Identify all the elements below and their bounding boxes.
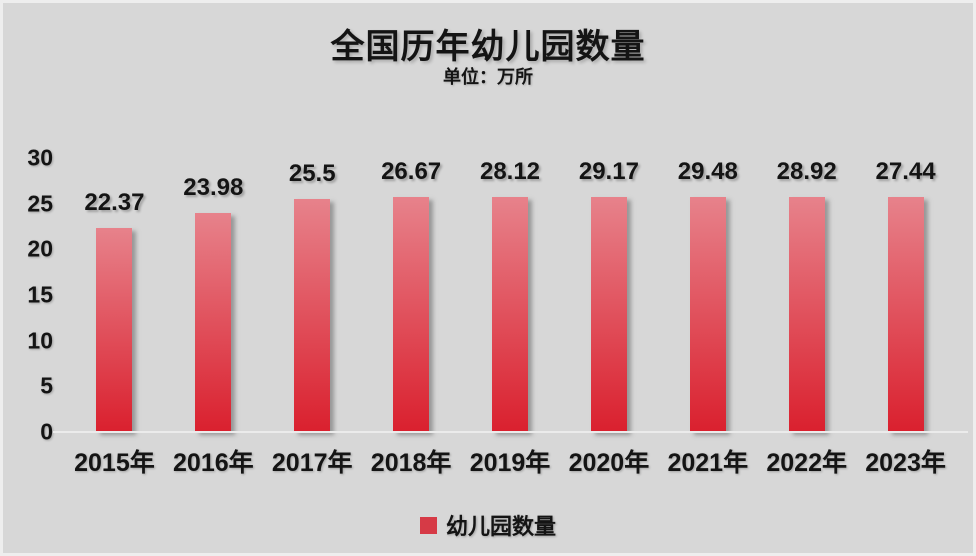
x-tick-label: 2018年	[370, 449, 452, 477]
x-tick-label: 2015年	[74, 449, 155, 477]
legend-label: 幼儿园数量	[445, 514, 556, 539]
plot-area: 22.37 23.98 25.5 26.67 28.12 29.17 29.48 28.92 2…	[65, 158, 955, 432]
bar-value-label: 29.48	[677, 158, 738, 185]
x-tick-label: 2020年	[568, 449, 650, 477]
legend-swatch	[419, 516, 437, 534]
bar-value-label: 29.17	[578, 158, 639, 185]
bar	[689, 197, 726, 432]
bar-value-label: 26.67	[381, 158, 442, 185]
x-axis-labels: 2015年 2016年 2017年 2018年 2019年 2020年 2021年 2022年…	[65, 443, 955, 479]
bar-group: 26.67	[362, 158, 461, 432]
bar	[294, 199, 331, 432]
bar-group: 23.98	[164, 158, 263, 432]
bar	[492, 197, 528, 432]
legend: 幼儿园数量	[3, 509, 973, 541]
bar-group: 25.5	[263, 158, 362, 432]
y-tick-label: 30	[27, 144, 53, 171]
bar-group: 29.48	[658, 158, 757, 432]
x-tick-label: 2017年	[271, 449, 353, 477]
y-tick-label: 25	[27, 190, 53, 217]
bar	[788, 197, 825, 432]
x-tick-label: 2016年	[173, 449, 254, 477]
bar	[195, 212, 232, 432]
bar-value-label: 28.92	[776, 158, 837, 185]
bar-group: 22.37	[65, 158, 164, 432]
bar	[96, 227, 133, 432]
bar-value-label: 22.37	[84, 188, 145, 216]
bar-group: 29.17	[559, 158, 658, 432]
chart-title: 全国历年幼儿园数量	[330, 28, 646, 66]
y-tick-label: 5	[40, 372, 53, 399]
x-tick-label: 2021年	[667, 449, 749, 477]
x-tick-label: 2023年	[865, 449, 946, 477]
bar	[887, 197, 924, 432]
y-tick-label: 20	[27, 235, 53, 262]
bar	[590, 197, 627, 432]
bar-value-label: 25.5	[288, 160, 336, 188]
bar-value-label: 28.12	[479, 158, 541, 185]
y-tick-label: 0	[40, 418, 53, 445]
bar-group: 27.44	[856, 158, 955, 432]
x-tick-label: 2022年	[766, 449, 847, 477]
chart-subtitle: 单位：万所	[443, 67, 533, 87]
bar-value-label: 27.44	[875, 158, 936, 185]
bar-value-label: 23.98	[183, 173, 244, 201]
x-axis-line	[53, 431, 968, 433]
bar-group: 28.12	[461, 158, 560, 432]
x-tick-label: 2019年	[469, 449, 551, 477]
y-tick-label: 15	[27, 281, 53, 308]
bar-group: 28.92	[757, 158, 856, 432]
y-tick-label: 10	[27, 327, 53, 354]
bar	[393, 197, 430, 432]
y-axis-ticks: 0 5 10 15 20 25 30	[9, 146, 53, 443]
